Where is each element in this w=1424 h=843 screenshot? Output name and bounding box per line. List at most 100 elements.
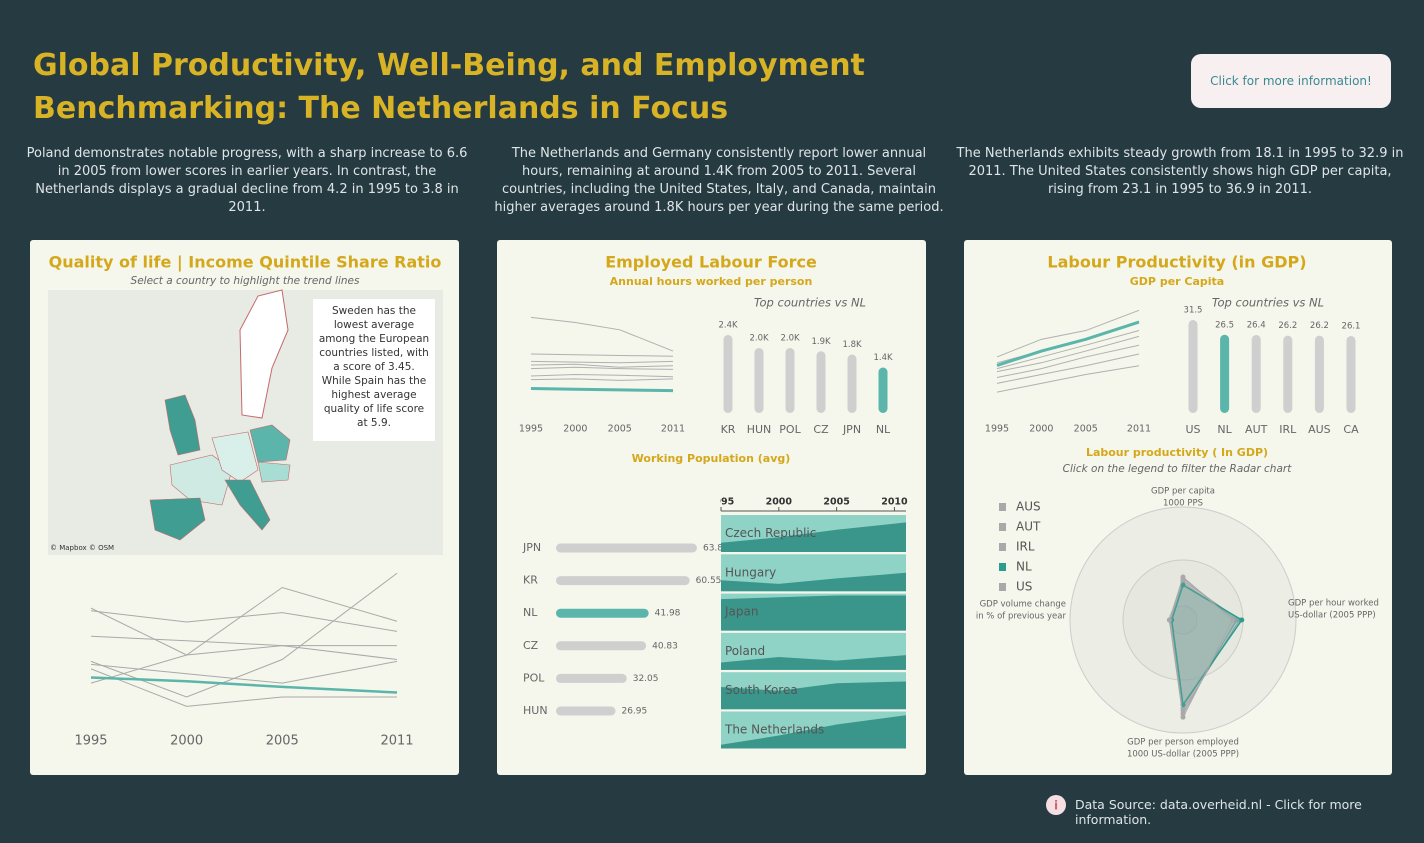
legend-label[interactable]: US xyxy=(1016,580,1032,594)
value-label: 26.2 xyxy=(1278,321,1297,331)
axis-unit: in % of previous year xyxy=(976,612,1067,622)
legend-label[interactable]: IRL xyxy=(1016,540,1035,554)
trend-line[interactable] xyxy=(90,668,397,707)
category-label: JPN xyxy=(842,423,861,436)
trend-line[interactable] xyxy=(996,365,1140,393)
trend-line[interactable] xyxy=(90,645,398,684)
trend-line[interactable] xyxy=(90,586,398,656)
bar[interactable] xyxy=(1346,335,1356,413)
chart-subtitle: Annual hours worked per person xyxy=(610,275,813,288)
x-tick-label: 2011 xyxy=(1127,424,1151,435)
legend-label[interactable]: NL xyxy=(1016,560,1032,574)
row-label: Hungary xyxy=(725,565,776,579)
value-label: 1.8K xyxy=(842,340,862,350)
bar[interactable] xyxy=(1251,335,1261,413)
bar[interactable] xyxy=(785,348,795,413)
footer-link[interactable]: Data Source: data.overheid.nl - Click fo… xyxy=(1075,797,1362,827)
description: The Netherlands exhibits steady growth f… xyxy=(956,146,1404,197)
trend-line[interactable] xyxy=(530,360,674,364)
category-label: NL xyxy=(1217,423,1232,436)
legend-label[interactable]: AUT xyxy=(1016,520,1041,534)
x-tick-label: 1995 xyxy=(985,424,1009,435)
legend-swatch[interactable] xyxy=(999,543,1006,551)
country xyxy=(149,497,206,541)
trend-line[interactable] xyxy=(530,378,674,381)
row-label: Japan xyxy=(724,605,758,619)
trend-line[interactable] xyxy=(530,363,674,368)
bar[interactable] xyxy=(556,641,647,651)
value-label: 26.2 xyxy=(1310,321,1329,331)
trend-line[interactable] xyxy=(530,386,674,393)
chart-title: Labour Productivity (in GDP) xyxy=(1047,253,1306,272)
bar[interactable] xyxy=(1220,334,1230,413)
value-label: 1.4K xyxy=(873,353,893,363)
bar[interactable] xyxy=(556,543,697,553)
trend-line[interactable] xyxy=(996,335,1140,373)
bar[interactable] xyxy=(816,351,826,413)
radar-grid xyxy=(1069,506,1297,734)
bar[interactable] xyxy=(1283,335,1293,413)
value-label: 32.05 xyxy=(633,674,659,684)
trend-line[interactable] xyxy=(90,676,398,694)
axis-unit: 1000 US-dollar (2005 PPP) xyxy=(1127,750,1239,760)
category-label: KR xyxy=(721,423,736,436)
area[interactable] xyxy=(721,655,906,670)
legend-swatch[interactable] xyxy=(999,563,1006,571)
chart-title: Working Population (avg) xyxy=(632,452,791,465)
value-label: 26.1 xyxy=(1342,321,1361,331)
country xyxy=(211,431,259,483)
legend-label[interactable]: AUS xyxy=(1016,500,1041,514)
value-label: 2.0K xyxy=(749,334,769,344)
row-label: Poland xyxy=(725,644,765,658)
x-tick-label: 2000 xyxy=(563,424,587,435)
bar[interactable] xyxy=(556,706,616,716)
map[interactable] xyxy=(48,289,443,555)
info-icon[interactable] xyxy=(1046,795,1066,815)
value-label: 63.88 xyxy=(703,544,729,554)
x-tick-label: 2005 xyxy=(608,424,632,435)
bar[interactable] xyxy=(754,348,764,413)
axis-label: GDP per person employed xyxy=(1127,738,1239,748)
legend-swatch[interactable] xyxy=(999,523,1006,531)
area[interactable] xyxy=(721,681,906,710)
value-label: 2.0K xyxy=(780,334,800,344)
bar[interactable] xyxy=(723,335,733,413)
trend-line[interactable] xyxy=(996,344,1140,378)
bar[interactable] xyxy=(1314,335,1324,413)
trend-line[interactable] xyxy=(530,316,674,352)
trend-line[interactable] xyxy=(996,309,1140,358)
chart-title: Top countries vs NL xyxy=(754,296,866,310)
trend-line[interactable] xyxy=(996,320,1140,367)
trend-line[interactable] xyxy=(996,353,1140,384)
category-label: HUN xyxy=(747,423,772,436)
description: Poland demonstrates notable progress, wi… xyxy=(26,146,468,215)
axis-label: GDP per hour worked xyxy=(1288,599,1379,609)
area[interactable] xyxy=(721,522,906,552)
bar[interactable] xyxy=(556,608,649,618)
trend-line[interactable] xyxy=(530,366,674,370)
bar[interactable] xyxy=(556,576,690,586)
legend-swatch[interactable] xyxy=(999,583,1006,591)
x-tick-label: 2000 xyxy=(1029,424,1053,435)
row-label: Czech Republic xyxy=(725,526,816,540)
info-button[interactable]: Click for more information! xyxy=(1191,54,1391,108)
legend-swatch[interactable] xyxy=(999,503,1006,511)
axis-unit: US-dollar (2005 PPP) xyxy=(1288,611,1376,621)
area[interactable] xyxy=(721,715,906,749)
trend-line[interactable] xyxy=(530,353,674,357)
trend-line[interactable] xyxy=(90,610,398,632)
area[interactable] xyxy=(721,572,906,592)
trend-line[interactable] xyxy=(996,330,1140,370)
x-tick-label: 2005 xyxy=(266,734,299,749)
trend-line[interactable] xyxy=(530,374,674,378)
bar[interactable] xyxy=(878,367,888,414)
area-rows: 1995 2000 2005 2010 Czech Republic Hungary Jap… xyxy=(720,497,908,749)
trend-line[interactable] xyxy=(90,635,397,647)
bar[interactable] xyxy=(1188,320,1198,413)
radar-point xyxy=(1239,617,1245,623)
bar[interactable] xyxy=(556,673,627,683)
area[interactable] xyxy=(721,595,906,631)
bar[interactable] xyxy=(847,354,857,414)
radar-point xyxy=(1180,582,1186,588)
